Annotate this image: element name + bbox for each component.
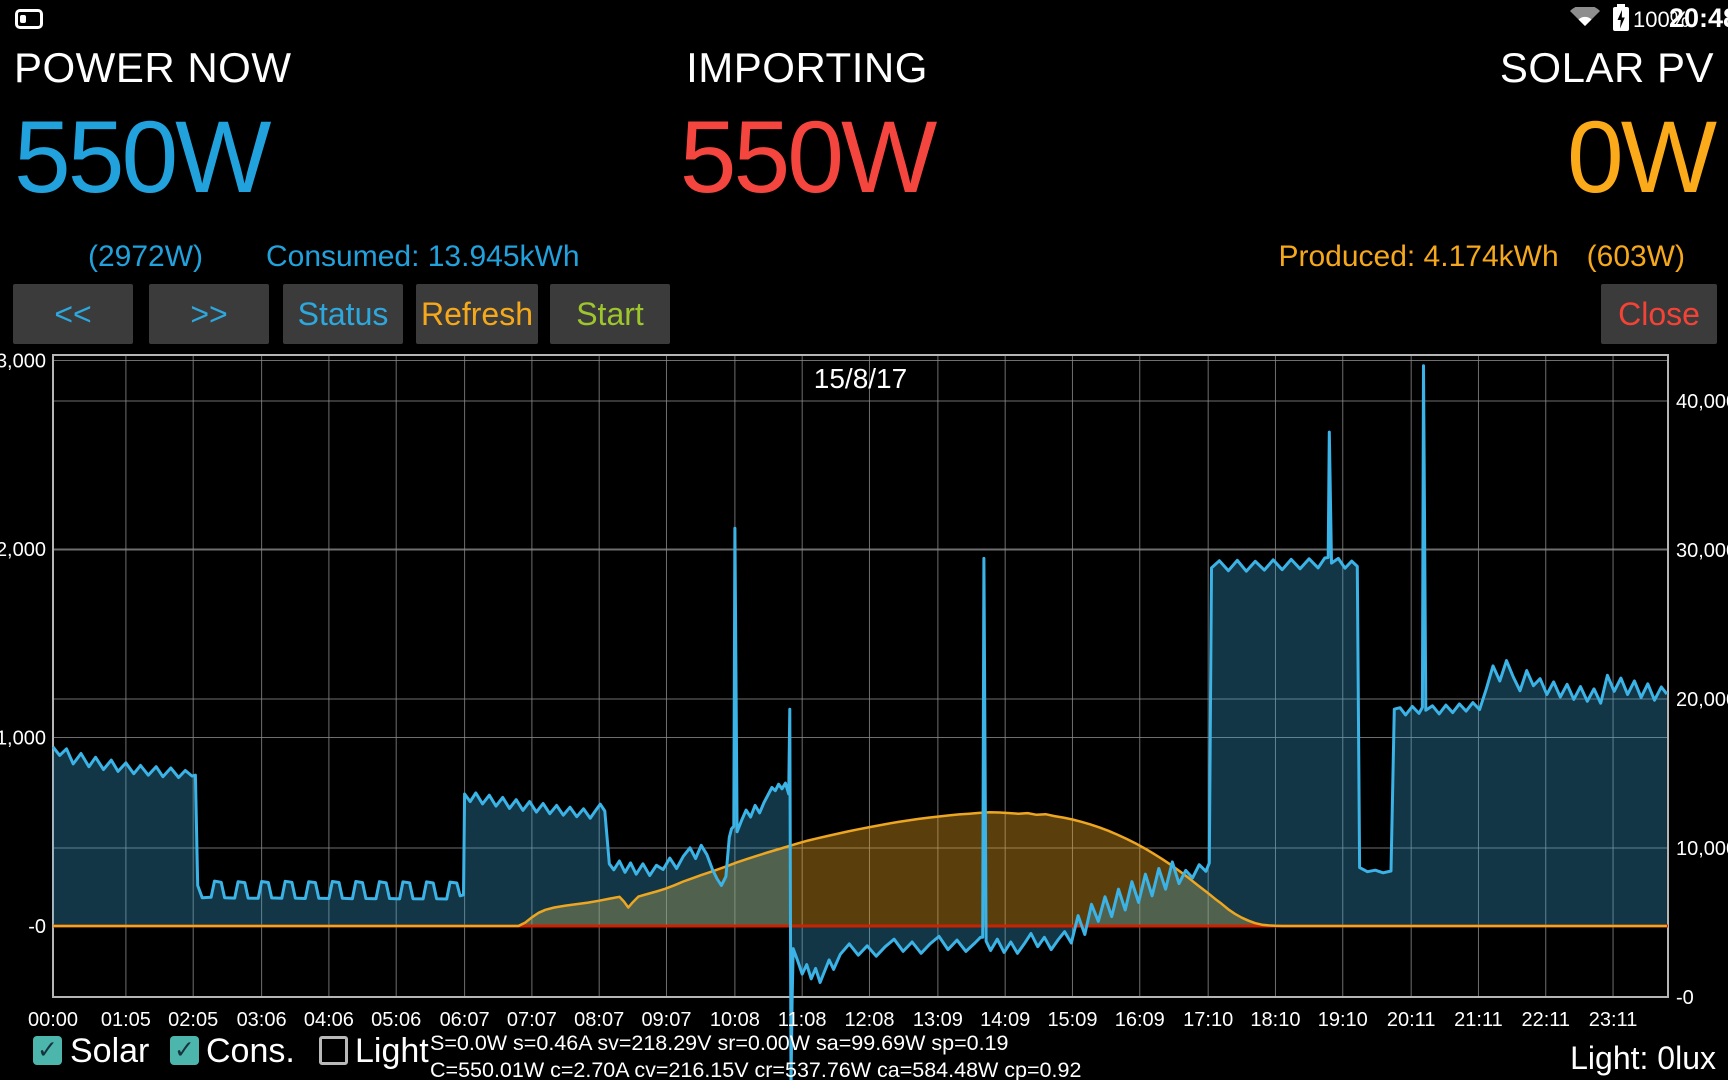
back-button[interactable]: << (13, 284, 133, 344)
start-button[interactable]: Start (550, 284, 670, 344)
x-axis-tick: 06:07 (440, 1009, 490, 1031)
solar-pv-value: 0W (1567, 100, 1717, 214)
x-axis-tick: 03:06 (237, 1009, 287, 1031)
light-sensor-value: Light: 0lux (1570, 1040, 1716, 1076)
x-axis-tick: 10:08 (710, 1009, 760, 1031)
series-fill-cons (53, 365, 1667, 1080)
chart-title: 15/8/17 (814, 363, 907, 394)
power-now-value: 550W (14, 100, 271, 214)
x-axis-tick: 04:06 (304, 1009, 354, 1031)
right-axis-tick: -0 (1676, 987, 1694, 1009)
power-now-label: POWER NOW (14, 44, 292, 91)
refresh-button[interactable]: Refresh (416, 284, 538, 344)
solar-pv-label: SOLAR PV (1499, 44, 1714, 91)
battery-charging-icon (1613, 4, 1629, 31)
x-axis-tick: 02:05 (168, 1009, 218, 1031)
peak-production-value: (603W) (1586, 240, 1685, 273)
series-line-cons (51, 364, 1669, 1080)
importing-value: 550W (679, 100, 937, 214)
cons-checkbox[interactable]: ✓ (170, 1036, 199, 1065)
consumed-value: Consumed: 13.945kWh (266, 240, 580, 273)
x-axis-tick: 14:09 (980, 1009, 1030, 1031)
x-axis-tick: 22:11 (1521, 1009, 1570, 1031)
left-axis-tick: 3,000 (0, 351, 46, 373)
x-axis-tick: 05:06 (371, 1009, 421, 1031)
left-axis-tick: 2,000 (0, 539, 46, 561)
x-axis-tick: 07:07 (507, 1009, 557, 1031)
x-axis-tick: 19:10 (1318, 1009, 1368, 1031)
solar-telemetry-text: S=0.0W s=0.46A sv=218.29V sr=0.00W sa=99… (430, 1031, 1009, 1055)
solar-checkbox[interactable]: ✓ (33, 1036, 62, 1065)
x-axis-tick: 15:09 (1047, 1009, 1097, 1031)
x-axis-tick: 00:00 (28, 1009, 78, 1031)
solar-checkbox-label[interactable]: Solar (70, 1032, 150, 1070)
x-axis-tick: 23:11 (1589, 1009, 1638, 1031)
x-axis-tick: 01:05 (101, 1009, 151, 1031)
right-axis-tick: 10,000 (1676, 838, 1728, 860)
battery-percentage: 100% (1633, 7, 1690, 32)
x-axis-tick: 12:08 (844, 1009, 894, 1031)
x-axis-tick: 21:11 (1454, 1009, 1503, 1031)
x-axis-tick: 09:07 (641, 1009, 691, 1031)
x-axis-tick: 11:08 (778, 1009, 827, 1031)
importing-label: IMPORTING (686, 44, 928, 91)
production-info: Produced: 4.174kWh (603W) (1278, 240, 1685, 274)
x-axis-tick: 16:09 (1115, 1009, 1165, 1031)
clock: 20:48 (1669, 3, 1728, 33)
right-axis-tick: 20,000 (1676, 689, 1728, 711)
cons-checkbox-label[interactable]: Cons. (206, 1032, 295, 1070)
close-button[interactable]: Close (1601, 284, 1717, 344)
forward-button[interactable]: >> (149, 284, 269, 344)
series-fill-solar (53, 812, 1667, 926)
x-axis-tick: 20:11 (1387, 1009, 1436, 1031)
x-axis-tick: 18:10 (1250, 1009, 1300, 1031)
x-axis-tick: 13:09 (913, 1009, 963, 1031)
plot-border (52, 354, 1669, 998)
wifi-icon (1570, 7, 1600, 26)
notification-icon (15, 9, 43, 29)
status-button[interactable]: Status (283, 284, 403, 344)
produced-value: Produced: 4.174kWh (1278, 240, 1559, 273)
check-icon: ✓ (174, 1036, 195, 1064)
light-checkbox[interactable] (319, 1036, 348, 1065)
left-axis-tick: -0 (28, 916, 46, 938)
light-checkbox-label[interactable]: Light (355, 1032, 429, 1070)
check-icon: ✓ (37, 1036, 58, 1064)
left-axis-tick: 1,000 (0, 728, 46, 750)
x-axis-tick: 08:07 (574, 1009, 624, 1031)
right-axis-tick: 40,000 (1676, 391, 1728, 413)
peak-consumption-value: (2972W) (88, 240, 204, 273)
right-axis-tick: 30,000 (1676, 540, 1728, 562)
consumption-telemetry-text: C=550.01W c=2.70A cv=216.15V cr=537.76W … (430, 1058, 1082, 1080)
x-axis-tick: 17:10 (1183, 1009, 1233, 1031)
